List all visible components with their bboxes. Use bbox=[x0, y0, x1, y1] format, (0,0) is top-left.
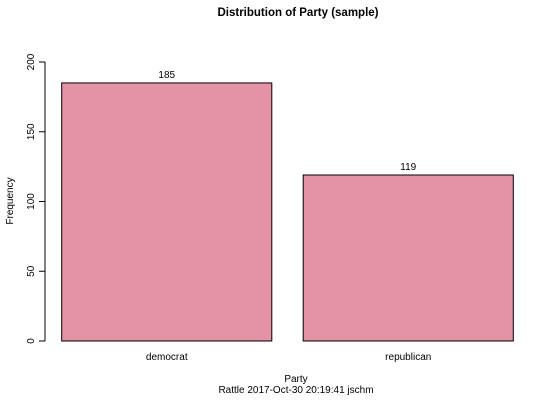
x-axis-label: Party bbox=[284, 374, 307, 385]
x-tick-label-republican: republican bbox=[385, 352, 431, 363]
y-tick-label: 200 bbox=[26, 53, 37, 70]
data-label-republican: 119 bbox=[400, 162, 416, 173]
y-axis-label: Frequency bbox=[5, 177, 16, 224]
bar-democrat bbox=[61, 82, 273, 342]
data-label-democrat: 185 bbox=[158, 70, 175, 81]
x-tick-labels-group: democrat republican bbox=[146, 352, 431, 363]
y-axis: 0 50 100 150 200 bbox=[26, 53, 46, 344]
y-tick-label: 50 bbox=[26, 265, 37, 277]
chart-title: Distribution of Party (sample) bbox=[217, 7, 378, 19]
y-tick-label: 150 bbox=[26, 123, 37, 140]
x-tick-label-democrat: democrat bbox=[146, 352, 188, 363]
y-tick-label: 100 bbox=[26, 193, 37, 210]
bar-republican bbox=[302, 174, 514, 342]
bar-labels-group: 185 119 bbox=[158, 70, 416, 173]
y-tick-label: 0 bbox=[26, 338, 37, 344]
bars-group bbox=[61, 82, 514, 342]
chart-subtitle: Rattle 2017-Oct-30 20:19:41 jschm bbox=[218, 385, 373, 396]
